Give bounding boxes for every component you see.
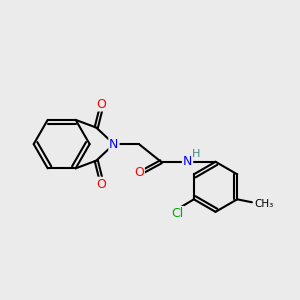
Text: N: N bbox=[183, 155, 192, 168]
Text: O: O bbox=[97, 98, 106, 110]
Text: O: O bbox=[97, 178, 106, 191]
Text: CH₃: CH₃ bbox=[254, 199, 274, 209]
Text: N: N bbox=[109, 138, 119, 151]
Text: O: O bbox=[134, 166, 144, 178]
Text: H: H bbox=[192, 148, 201, 158]
Text: Cl: Cl bbox=[172, 207, 184, 220]
